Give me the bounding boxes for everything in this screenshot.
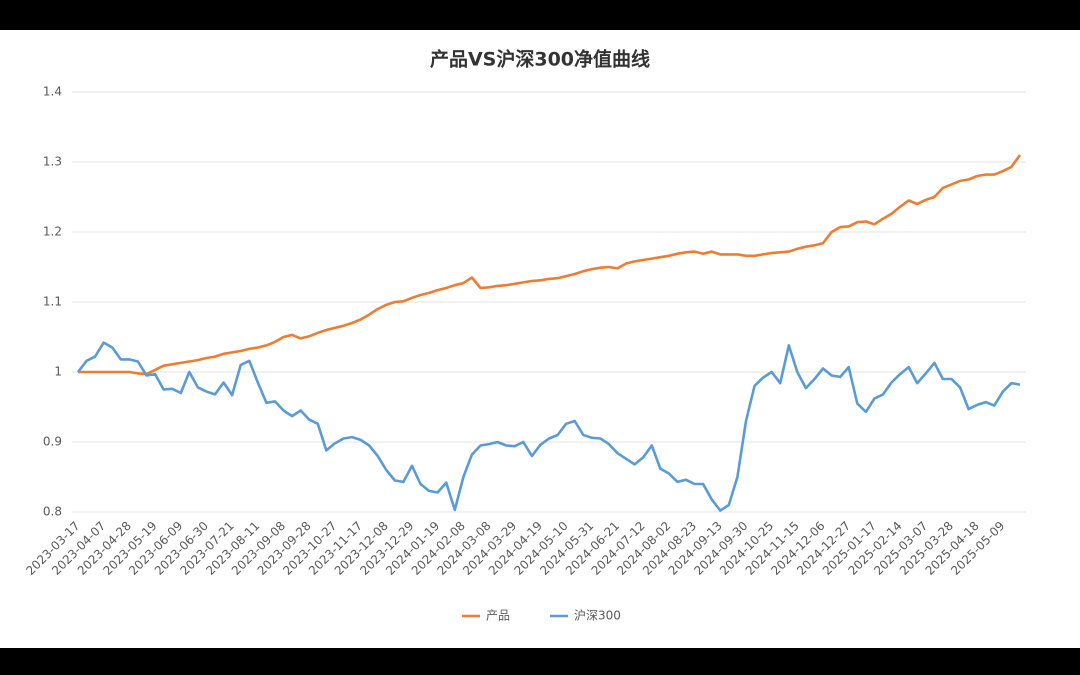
y-tick-label: 1.1 bbox=[43, 295, 62, 309]
y-tick-label: 1.3 bbox=[43, 155, 62, 169]
y-tick-label: 1.2 bbox=[43, 225, 62, 239]
chart-title: 产品VS沪深300净值曲线 bbox=[430, 48, 650, 71]
y-tick-label: 0.9 bbox=[43, 435, 62, 449]
series-line bbox=[76, 341, 1021, 512]
y-tick-label: 1.4 bbox=[43, 85, 62, 99]
legend-label: 沪深300 bbox=[574, 609, 621, 623]
y-tick-label: 0.8 bbox=[43, 505, 62, 519]
series-line bbox=[78, 154, 1022, 376]
legend-label: 产品 bbox=[486, 609, 510, 623]
chart-background bbox=[0, 30, 1080, 648]
y-tick-label: 1 bbox=[54, 365, 62, 379]
